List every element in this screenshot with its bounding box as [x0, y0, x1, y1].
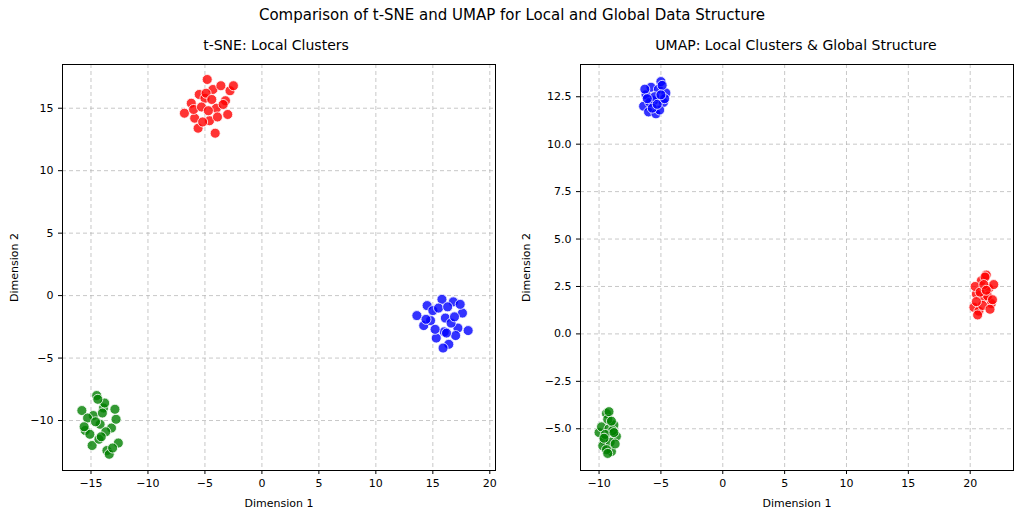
svg-text:2.5: 2.5	[554, 280, 572, 293]
svg-text:Dimension 2: Dimension 2	[8, 233, 21, 302]
svg-text:0.0: 0.0	[554, 327, 572, 340]
svg-text:−5: −5	[197, 477, 213, 490]
svg-text:0: 0	[47, 289, 54, 302]
svg-text:−10: −10	[587, 477, 610, 490]
svg-text:Dimension 2: Dimension 2	[520, 233, 533, 302]
svg-text:15: 15	[901, 477, 915, 490]
svg-text:Dimension 1: Dimension 1	[245, 497, 314, 510]
svg-text:0: 0	[719, 477, 726, 490]
svg-text:−5.0: −5.0	[545, 422, 572, 435]
svg-text:−15: −15	[79, 477, 102, 490]
svg-text:20: 20	[483, 477, 497, 490]
svg-text:12.5: 12.5	[547, 90, 572, 103]
html-text:UMAP: Local Clusters & Global: UMAP: Local Clusters & Global Structure	[655, 37, 937, 53]
svg-text:5: 5	[315, 477, 322, 490]
svg-text:10.0: 10.0	[547, 138, 572, 151]
svg-text:−2.5: −2.5	[545, 375, 572, 388]
svg-text:−10: −10	[30, 414, 53, 427]
svg-text:5: 5	[781, 477, 788, 490]
svg-text:−10: −10	[136, 477, 159, 490]
svg-text:10: 10	[40, 164, 54, 177]
svg-text:Dimension 1: Dimension 1	[763, 497, 832, 510]
svg-text:20: 20	[963, 477, 977, 490]
html-text:Comparison of t-SNE and UMAP f: Comparison of t-SNE and UMAP for Local a…	[259, 6, 765, 24]
svg-text:7.5: 7.5	[554, 185, 572, 198]
svg-text:−5: −5	[37, 352, 53, 365]
html-text:t-SNE: Local Clusters: t-SNE: Local Clusters	[203, 37, 349, 53]
svg-text:5: 5	[47, 227, 54, 240]
svg-text:−5: −5	[653, 477, 669, 490]
svg-text:15: 15	[40, 102, 54, 115]
svg-text:10: 10	[369, 477, 383, 490]
svg-text:15: 15	[426, 477, 440, 490]
svg-text:0: 0	[258, 477, 265, 490]
svg-text:10: 10	[839, 477, 853, 490]
svg-text:5.0: 5.0	[554, 233, 572, 246]
